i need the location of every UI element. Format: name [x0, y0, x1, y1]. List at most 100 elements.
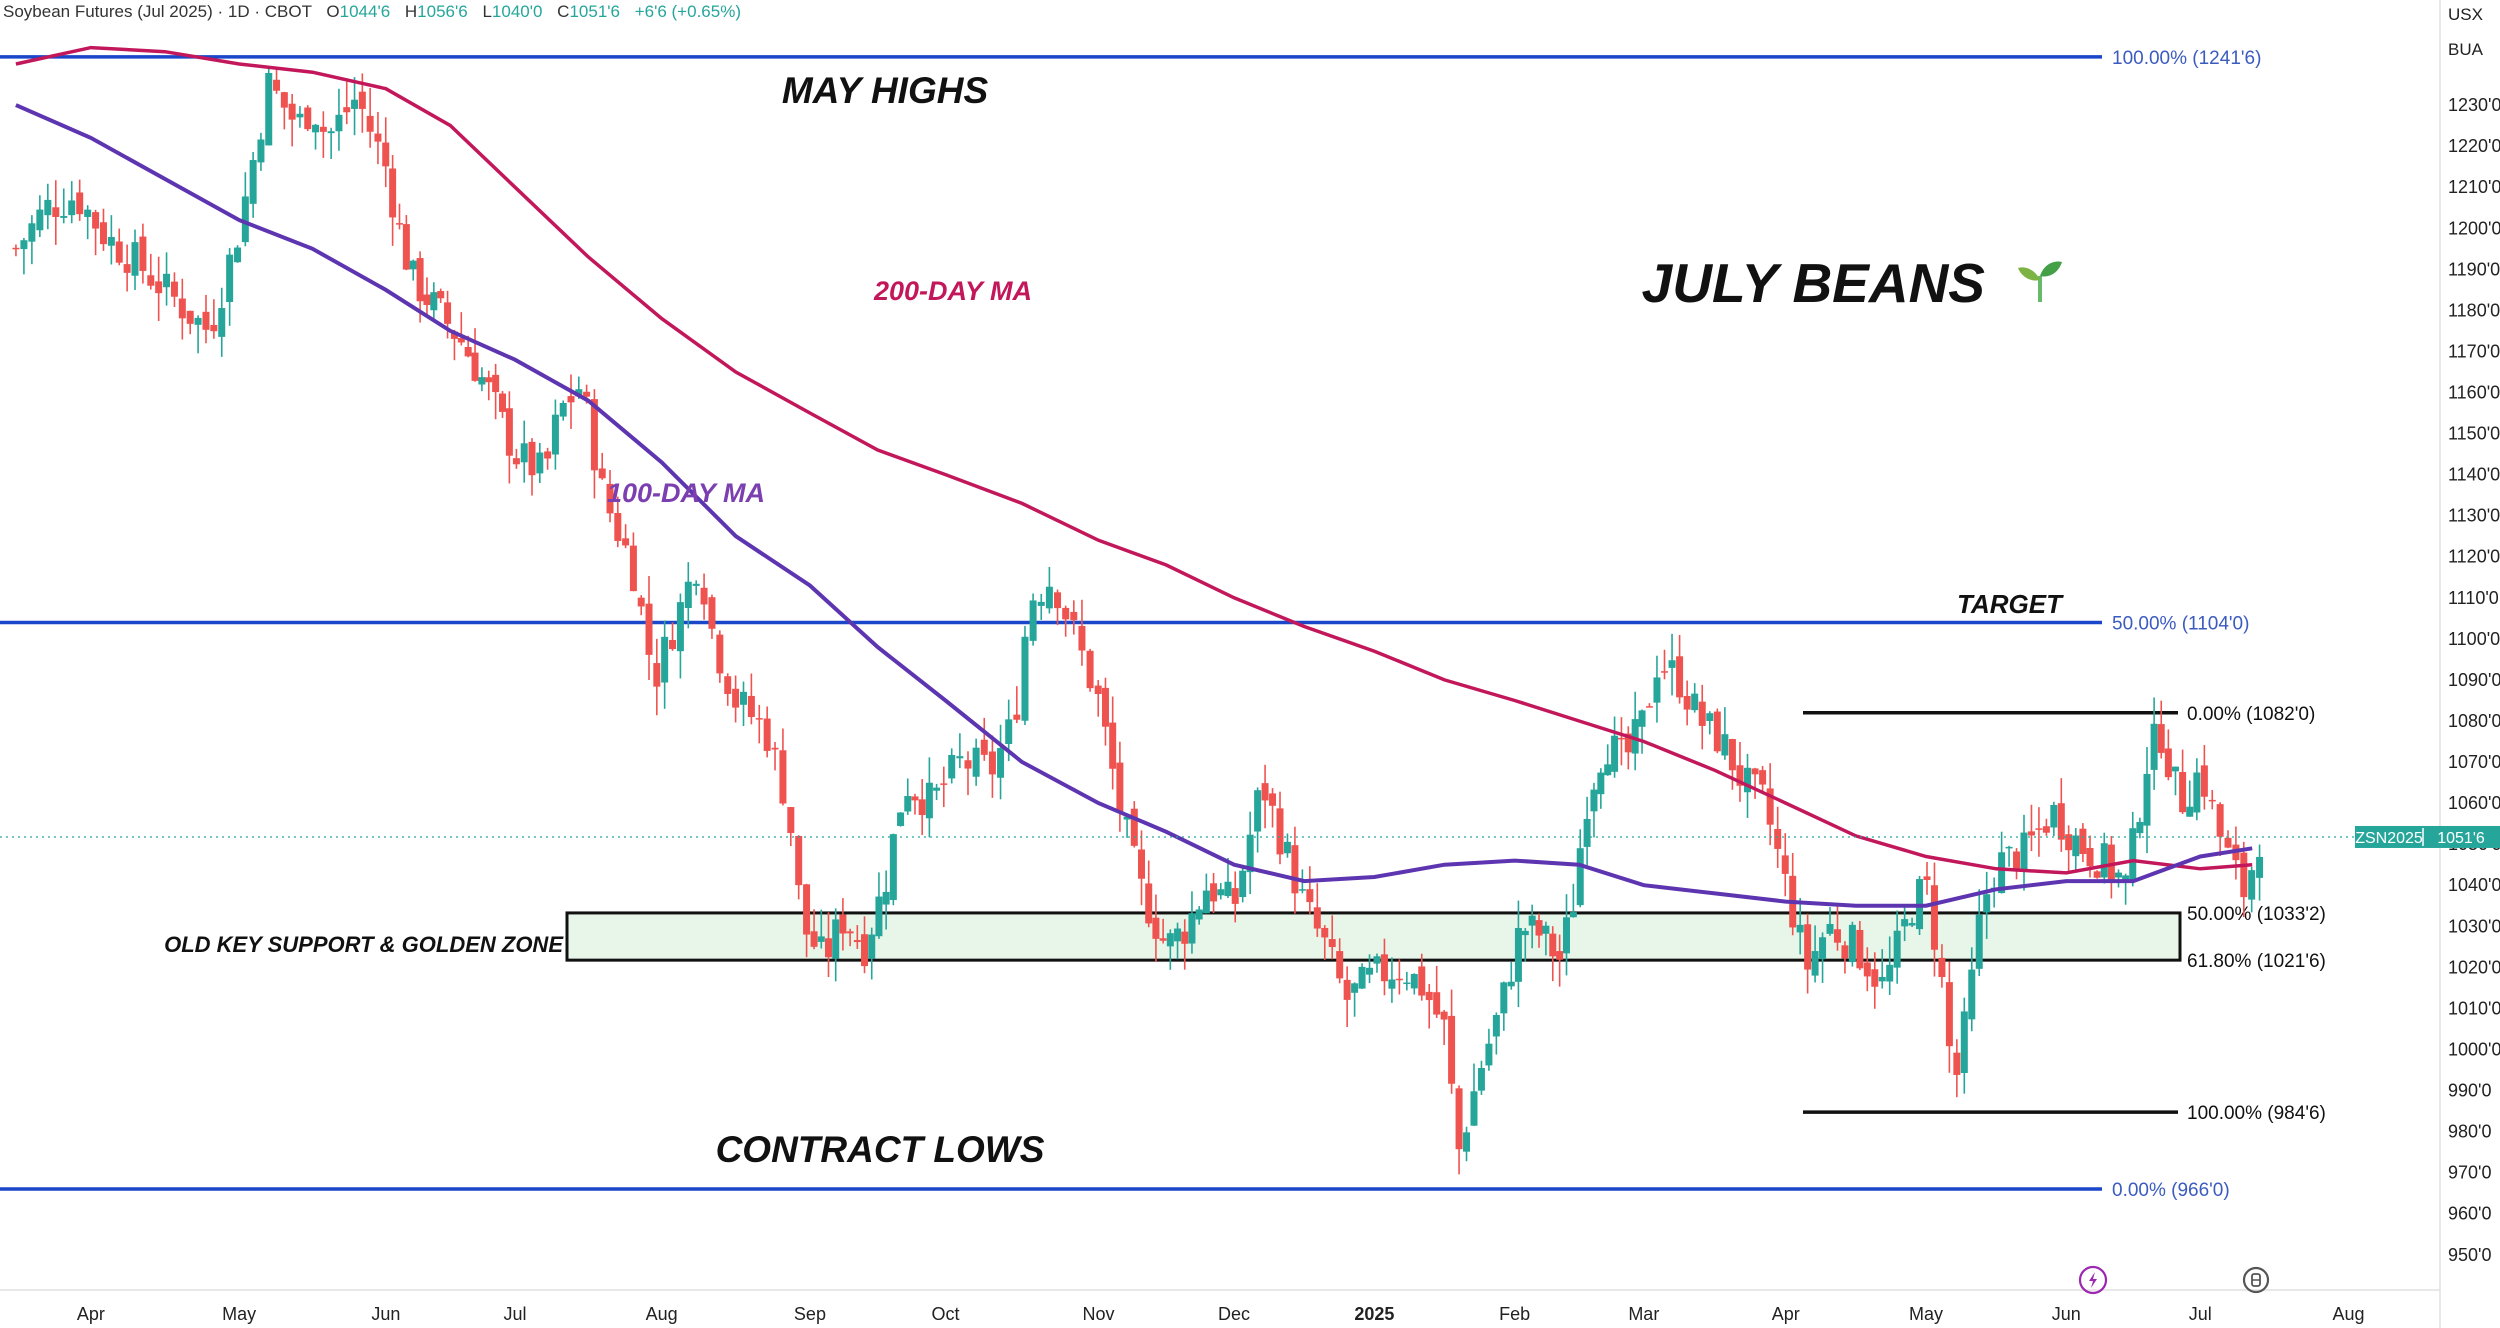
y-tick-label[interactable]: 1160'0 [2448, 383, 2500, 403]
y-tick-label[interactable]: 960'0 [2448, 1204, 2491, 1224]
y-tick-label[interactable]: 980'0 [2448, 1122, 2491, 1142]
candle-body [351, 99, 359, 109]
x-tick-label[interactable]: Jun [2052, 1304, 2081, 1324]
x-tick-label[interactable]: Feb [1499, 1304, 1530, 1324]
candle-body [1094, 685, 1102, 695]
x-tick-label[interactable]: Mar [1628, 1304, 1659, 1324]
y-tick-label[interactable]: 1000'0 [2448, 1039, 2500, 1059]
y-tick-label[interactable]: 970'0 [2448, 1163, 2491, 1183]
x-tick-label[interactable]: Aug [646, 1304, 678, 1324]
y-tick-label[interactable]: 1080'0 [2448, 711, 2500, 731]
candle-body [1005, 719, 1013, 745]
candle-body [2005, 846, 2013, 849]
candle-body [1878, 976, 1886, 982]
y-tick-label[interactable]: 1230'0 [2448, 95, 2500, 115]
candle-body [716, 634, 724, 674]
y-tick-label[interactable]: 1120'0 [2448, 547, 2500, 567]
candle-body [288, 103, 296, 120]
candle-body [948, 754, 956, 779]
candle-body [1983, 894, 1991, 913]
candle-body [2020, 832, 2028, 870]
candle-body [1514, 928, 1522, 982]
candle-body [1661, 671, 1669, 673]
candle-body [2240, 852, 2248, 898]
y-tick-label[interactable]: 1150'0 [2448, 424, 2500, 444]
candle-body [1638, 710, 1646, 727]
x-tick-label[interactable]: Jul [503, 1304, 526, 1324]
x-tick-label[interactable]: Oct [931, 1304, 959, 1324]
x-tick-label[interactable]: Aug [2333, 1304, 2365, 1324]
y-tick-label[interactable]: 1200'0 [2448, 218, 2500, 238]
candle-body [1500, 982, 1508, 1014]
candle-body [1549, 933, 1557, 957]
currency-usx[interactable]: USX [2448, 5, 2483, 24]
candle-body [60, 215, 68, 218]
x-tick-label[interactable]: Jul [2189, 1304, 2212, 1324]
candle-body [763, 718, 771, 751]
x-tick-label[interactable]: 2025 [1354, 1304, 1394, 1324]
x-tick-label[interactable]: Apr [1772, 1304, 1800, 1324]
candle-body [875, 896, 883, 937]
y-tick-label[interactable]: 1210'0 [2448, 177, 2500, 197]
y-tick-label[interactable]: 1190'0 [2448, 259, 2500, 279]
x-tick-label[interactable]: May [222, 1304, 256, 1324]
fib-minor-label: 100.00% (984'6) [2187, 1103, 2326, 1124]
y-tick-label[interactable]: 1180'0 [2448, 300, 2500, 320]
y-axis-ticks[interactable]: 1230'0 1220'0 1210'0 1200'0 1190'0 1180'0 1170… [2448, 95, 2500, 1265]
y-tick-label[interactable]: 1090'0 [2448, 670, 2500, 690]
x-axis-ticks[interactable]: Apr May Jun Jul Aug Sep Oct Nov Dec 2025 Feb Mar Apr… [77, 1304, 2365, 1324]
ma100-label: 100-DAY MA [607, 478, 765, 508]
candle-body [2035, 828, 2043, 830]
candle-body [692, 583, 700, 586]
y-tick-label[interactable]: 1130'0 [2448, 506, 2500, 526]
candle-body [2216, 804, 2224, 837]
seedling-icon [2018, 261, 2062, 302]
candle-body [304, 107, 312, 130]
candle-body [178, 298, 186, 319]
candle-body [1998, 852, 2006, 894]
x-tick-label[interactable]: Nov [1083, 1304, 1115, 1324]
candle-body [708, 597, 716, 629]
fib-minor-label: 61.80% (1021'6) [2187, 951, 2326, 972]
candle-body [1145, 883, 1153, 924]
replay-icon[interactable] [2242, 1266, 2270, 1294]
lightning-icon[interactable] [2078, 1265, 2108, 1295]
y-tick-label[interactable]: 1020'0 [2448, 957, 2500, 977]
x-tick-label[interactable]: May [1909, 1304, 1943, 1324]
y-tick-label[interactable]: 1100'0 [2448, 629, 2500, 649]
fib-major-levels: 100.00% (1241'6) 50.00% (1104'0) 0.00% (96… [0, 48, 2261, 1201]
candle-body [1366, 967, 1374, 975]
x-tick-label[interactable]: Jun [371, 1304, 400, 1324]
candle-body [771, 747, 779, 750]
y-tick-label[interactable]: 1060'0 [2448, 793, 2500, 813]
candle-body [430, 292, 438, 311]
y-tick-label[interactable]: 1030'0 [2448, 916, 2500, 936]
candle-body [1668, 660, 1676, 668]
candle-body [653, 663, 661, 687]
currency-bua[interactable]: BUA [2448, 40, 2484, 59]
candle-body [2164, 748, 2172, 778]
y-tick-label[interactable]: 1140'0 [2448, 465, 2500, 485]
candle-body [732, 688, 740, 708]
candle-body [1181, 931, 1189, 944]
candle-body [186, 310, 194, 324]
y-tick-label[interactable]: 1070'0 [2448, 752, 2500, 772]
candle-body [1751, 768, 1759, 775]
y-tick-label[interactable]: 1170'0 [2448, 341, 2500, 361]
y-tick-label[interactable]: 990'0 [2448, 1081, 2491, 1101]
x-tick-label[interactable]: Sep [794, 1304, 826, 1324]
candle-body [389, 168, 397, 218]
y-tick-label[interactable]: 1040'0 [2448, 875, 2500, 895]
y-tick-label[interactable]: 1220'0 [2448, 136, 2500, 156]
x-tick-label[interactable]: Dec [1218, 1304, 1250, 1324]
candle-body [1418, 966, 1426, 996]
candle-body [1045, 586, 1053, 609]
y-tick-label[interactable]: 1010'0 [2448, 998, 2500, 1018]
candles [12, 68, 2264, 1175]
x-tick-label[interactable]: Apr [77, 1304, 105, 1324]
y-tick-label[interactable]: 1110'0 [2448, 588, 2499, 608]
candle-body [1328, 939, 1336, 948]
candle-body [846, 931, 854, 934]
candle-body [1054, 592, 1062, 609]
y-tick-label[interactable]: 950'0 [2448, 1245, 2491, 1265]
